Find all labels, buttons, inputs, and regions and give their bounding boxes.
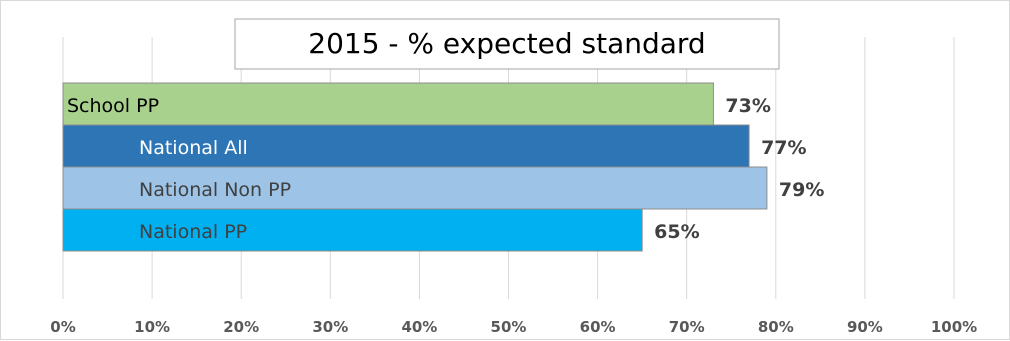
bar: [62, 208, 643, 252]
bar-category-label: National Non PP: [139, 179, 291, 201]
bar-value-label: 79%: [779, 179, 824, 201]
bar: [62, 166, 768, 210]
x-tick-label: 80%: [758, 318, 794, 336]
bar-value-label: 73%: [725, 95, 770, 117]
bar: [62, 124, 750, 168]
x-tick-label: 0%: [50, 318, 75, 336]
chart-title-box: [234, 18, 780, 70]
chart-title: 2015 - % expected standard: [308, 27, 705, 60]
x-axis-ticks: 0% 10% 20% 30% 40% 50% 60% 70% 80% 90% 100%: [50, 318, 977, 336]
x-tick-label: 20%: [223, 318, 259, 336]
x-tick-label: 60%: [580, 318, 616, 336]
bar-value-label: 77%: [761, 137, 806, 159]
x-tick-label: 50%: [491, 318, 527, 336]
chart-title-group: 2015 - % expected standard: [234, 18, 780, 70]
bars: School PP 73% National All 77% National Non …: [62, 82, 824, 252]
bar-category-label: School PP: [67, 95, 159, 117]
bar-value-label: 65%: [654, 221, 699, 243]
x-tick-label: 100%: [931, 318, 977, 336]
bar-category-label: National All: [139, 137, 248, 159]
bar: [62, 82, 714, 126]
x-tick-label: 30%: [312, 318, 348, 336]
x-tick-label: 70%: [669, 318, 705, 336]
x-tick-label: 90%: [847, 318, 883, 336]
x-tick-label: 40%: [401, 318, 437, 336]
x-tick-label: 10%: [134, 318, 170, 336]
bar-category-label: National PP: [139, 221, 247, 243]
